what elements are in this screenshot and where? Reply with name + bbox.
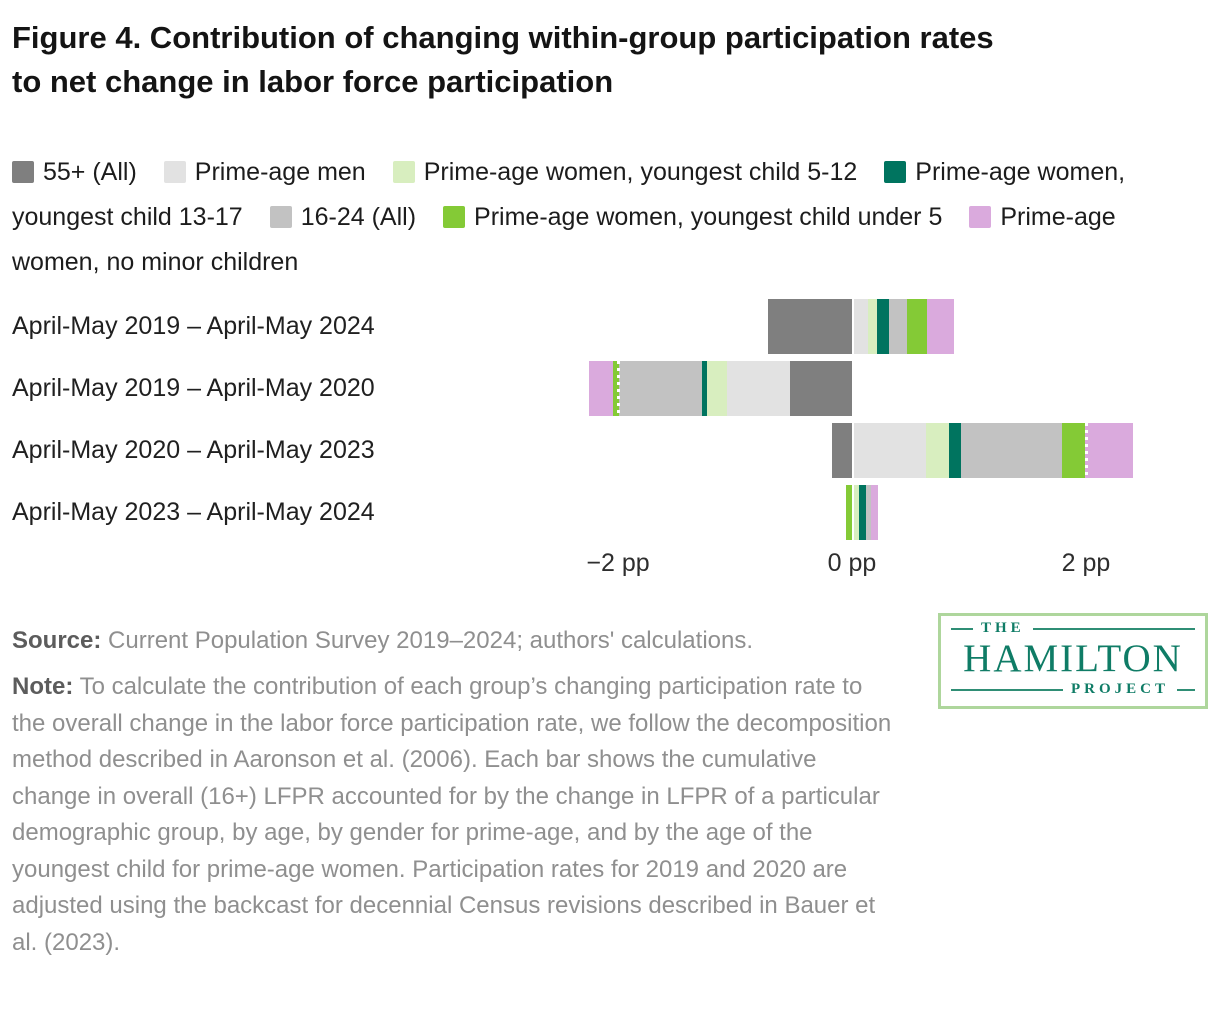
legend-item: Prime-age men — [163, 158, 366, 186]
legend-item: 55+ (All) — [12, 158, 137, 186]
legend-swatch-g55 — [12, 161, 34, 183]
logo-rule — [1032, 627, 1195, 630]
bar-segment-w512 — [853, 485, 860, 540]
x-tick-label: 2 pp — [1061, 549, 1111, 577]
bar-row: April-May 2019 – April-May 2024 — [12, 299, 1208, 354]
dotted-gridline — [616, 485, 620, 540]
figure-title-line1: Figure 4. Contribution of changing withi… — [12, 20, 994, 55]
bar-segment-g55 — [832, 423, 852, 478]
logo-hamilton: HAMILTON — [963, 637, 1183, 680]
bar-segment-w1317 — [949, 423, 962, 478]
logo-project: PROJECT — [1070, 681, 1169, 697]
x-tick-label: 0 pp — [827, 549, 877, 577]
dotted-gridline — [616, 361, 620, 416]
chart: April-May 2019 – April-May 2024 April-May… — [12, 299, 1208, 583]
legend-item: Prime-age women, youngest child under 5 — [443, 203, 942, 231]
bar-plot — [548, 361, 1208, 416]
footer: Source: Current Population Survey 2019–2… — [12, 613, 1208, 961]
note-paragraph: Note: To calculate the contribution of e… — [12, 669, 898, 961]
bar-segment-wu5 — [613, 361, 620, 416]
legend-item-label: Prime-age men — [194, 158, 366, 186]
dotted-gridline — [616, 299, 620, 354]
bar-segment-w1317 — [876, 299, 889, 354]
logo-the: THE — [981, 620, 1025, 636]
bar-segment-wu5 — [907, 299, 928, 354]
dotted-gridline — [1084, 299, 1088, 354]
x-axis: −2 pp 0 pp 2 pp — [548, 547, 1208, 583]
figure-title: Figure 4. Contribution of changing withi… — [12, 16, 1197, 104]
source-line: Source: Current Population Survey 2019–2… — [12, 623, 898, 659]
bar-segment-men — [853, 299, 868, 354]
legend-swatch-men — [163, 161, 186, 183]
legend-item-label: Prime-age women, no minor children — [12, 203, 1116, 276]
note-text: To calculate the contribution of each gr… — [12, 673, 892, 956]
bar-segment-wu5 — [1061, 423, 1086, 478]
hamilton-project-logo: THE HAMILTON PROJECT — [938, 613, 1208, 709]
legend-item-label: Prime-age women, youngest child 5-12 — [423, 158, 858, 186]
bar-segment-y1624 — [619, 361, 703, 416]
row-label: April-May 2019 – April-May 2024 — [12, 312, 375, 340]
legend-swatch-w1317 — [884, 161, 907, 183]
bar-segment-w1317 — [702, 361, 707, 416]
legend-item-label: 55+ (All) — [43, 158, 137, 186]
x-tick-label: −2 pp — [586, 549, 650, 577]
bar-segment-w512 — [867, 299, 877, 354]
bar-row: April-May 2019 – April-May 2020 — [12, 361, 1208, 416]
bar-segment-men — [726, 361, 790, 416]
legend: 55+ (All) Prime-age men Prime-age women, y… — [12, 150, 1208, 285]
source-label: Source: — [12, 627, 102, 654]
row-label: April-May 2020 – April-May 2023 — [12, 436, 375, 464]
notes-block: Source: Current Population Survey 2019–2… — [12, 623, 898, 961]
row-label: April-May 2019 – April-May 2020 — [12, 374, 375, 402]
bar-segment-w512 — [706, 361, 727, 416]
bar-segment-men — [853, 423, 927, 478]
bar-segment-y1624 — [866, 485, 872, 540]
bar-plot — [548, 485, 1208, 540]
source-text: Current Population Survey 2019–2024; aut… — [108, 627, 754, 654]
bar-segment-g55 — [789, 361, 852, 416]
note-label: Note: — [12, 673, 74, 700]
legend-swatch-wnm — [969, 206, 992, 228]
legend-item: Prime-age women, youngest child 13-17 — [12, 158, 1125, 231]
logo-rule — [951, 688, 1063, 691]
row-label: April-May 2023 – April-May 2024 — [12, 498, 375, 526]
figure-title-line2: to net change in labor force participati… — [12, 64, 614, 99]
dotted-gridline — [1084, 423, 1088, 478]
bar-segment-wnm — [871, 485, 879, 540]
bar-segment-wnm — [588, 361, 614, 416]
legend-swatch-w512 — [392, 161, 415, 183]
chart-rows: April-May 2019 – April-May 2024 April-May… — [12, 299, 1208, 540]
legend-swatch-wu5 — [443, 206, 466, 228]
dotted-gridline — [616, 423, 620, 478]
logo-rule — [1177, 688, 1195, 691]
bar-segment-g55 — [767, 299, 852, 354]
bar-row: April-May 2020 – April-May 2023 — [12, 423, 1208, 478]
legend-item-label: Prime-age women, youngest child under 5 — [474, 203, 943, 231]
legend-item-label: 16-24 (All) — [300, 203, 417, 231]
bar-row: April-May 2023 – April-May 2024 — [12, 485, 1208, 540]
legend-item: 16-24 (All) — [269, 203, 417, 231]
dotted-gridline — [1084, 361, 1088, 416]
bar-segment-wnm — [1085, 423, 1134, 478]
bar-segment-wu5 — [846, 485, 852, 540]
logo-top-row: THE — [951, 620, 1195, 637]
bar-segment-y1624 — [961, 423, 1062, 478]
logo-rule — [951, 627, 973, 630]
bar-segment-w1317 — [859, 485, 867, 540]
bar-segment-y1624 — [888, 299, 908, 354]
legend-swatch-y1624 — [269, 206, 292, 228]
legend-item: Prime-age women, youngest child 5-12 — [392, 158, 858, 186]
bar-plot — [548, 299, 1208, 354]
legend-item-label: Prime-age women, youngest child 13-17 — [12, 158, 1126, 231]
bar-segment-w512 — [926, 423, 950, 478]
bar-segment-wnm — [927, 299, 955, 354]
logo-bottom-row: PROJECT — [951, 681, 1195, 698]
bar-plot — [548, 423, 1208, 478]
legend-item: Prime-age women, no minor children — [12, 203, 1116, 276]
dotted-gridline — [1084, 485, 1088, 540]
